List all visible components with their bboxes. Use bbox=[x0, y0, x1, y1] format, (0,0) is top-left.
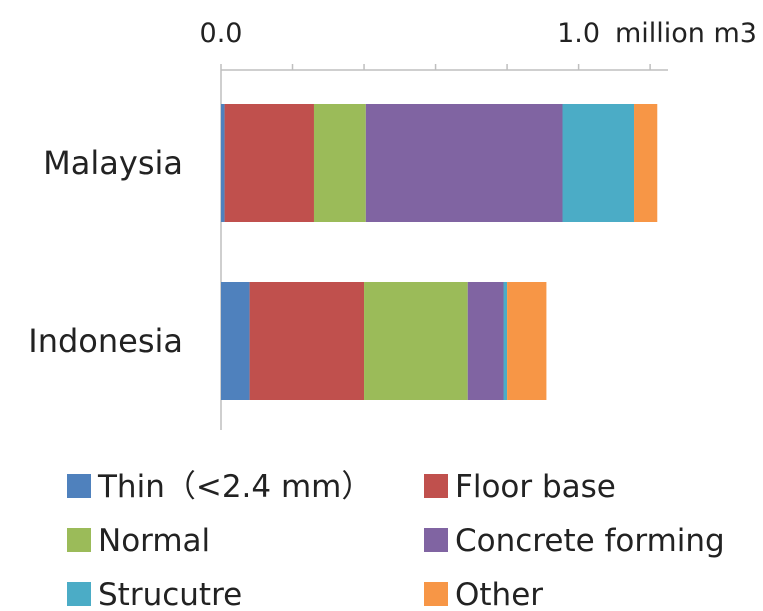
bar-indonesia-series-3 bbox=[467, 282, 504, 400]
bar-indonesia-series-2 bbox=[364, 282, 468, 400]
x-tick-label-1: 1.0 bbox=[557, 18, 600, 49]
legend-swatch-1 bbox=[424, 474, 448, 498]
bar-malaysia-series-0 bbox=[221, 104, 225, 222]
legend-label-0: Thin（<2.4 mm） bbox=[97, 469, 372, 505]
legend-label-1: Floor base bbox=[455, 469, 616, 505]
bar-indonesia-series-5 bbox=[507, 282, 547, 400]
bar-indonesia-series-1 bbox=[249, 282, 365, 400]
labels-layer: 0.0 1.0 million m3 Malaysia Indonesia bbox=[28, 18, 757, 360]
legend: Thin（<2.4 mm） Floor base Normal Concrete fo… bbox=[67, 469, 725, 611]
legend-swatch-5 bbox=[424, 582, 448, 606]
legend-swatch-3 bbox=[424, 528, 448, 552]
category-label-1: Indonesia bbox=[28, 322, 183, 360]
legend-label-5: Other bbox=[455, 577, 543, 611]
bar-malaysia-series-4 bbox=[562, 104, 635, 222]
bar-indonesia-series-4 bbox=[503, 282, 508, 400]
bar-malaysia-series-5 bbox=[634, 104, 658, 222]
category-label-0: Malaysia bbox=[43, 144, 183, 182]
legend-swatch-0 bbox=[67, 474, 91, 498]
x-tick-label-0: 0.0 bbox=[200, 18, 243, 49]
legend-swatch-2 bbox=[67, 528, 91, 552]
unit-label: million m3 bbox=[615, 18, 757, 49]
bars-layer bbox=[221, 104, 658, 400]
bar-malaysia-series-1 bbox=[224, 104, 314, 222]
legend-label-4: Strucutre bbox=[98, 577, 242, 611]
bar-indonesia-series-0 bbox=[221, 282, 250, 400]
legend-label-3: Concrete forming bbox=[455, 523, 725, 559]
bar-malaysia-series-2 bbox=[313, 104, 366, 222]
legend-swatch-4 bbox=[67, 582, 91, 606]
legend-label-2: Normal bbox=[98, 523, 210, 559]
bar-malaysia-series-3 bbox=[365, 104, 563, 222]
